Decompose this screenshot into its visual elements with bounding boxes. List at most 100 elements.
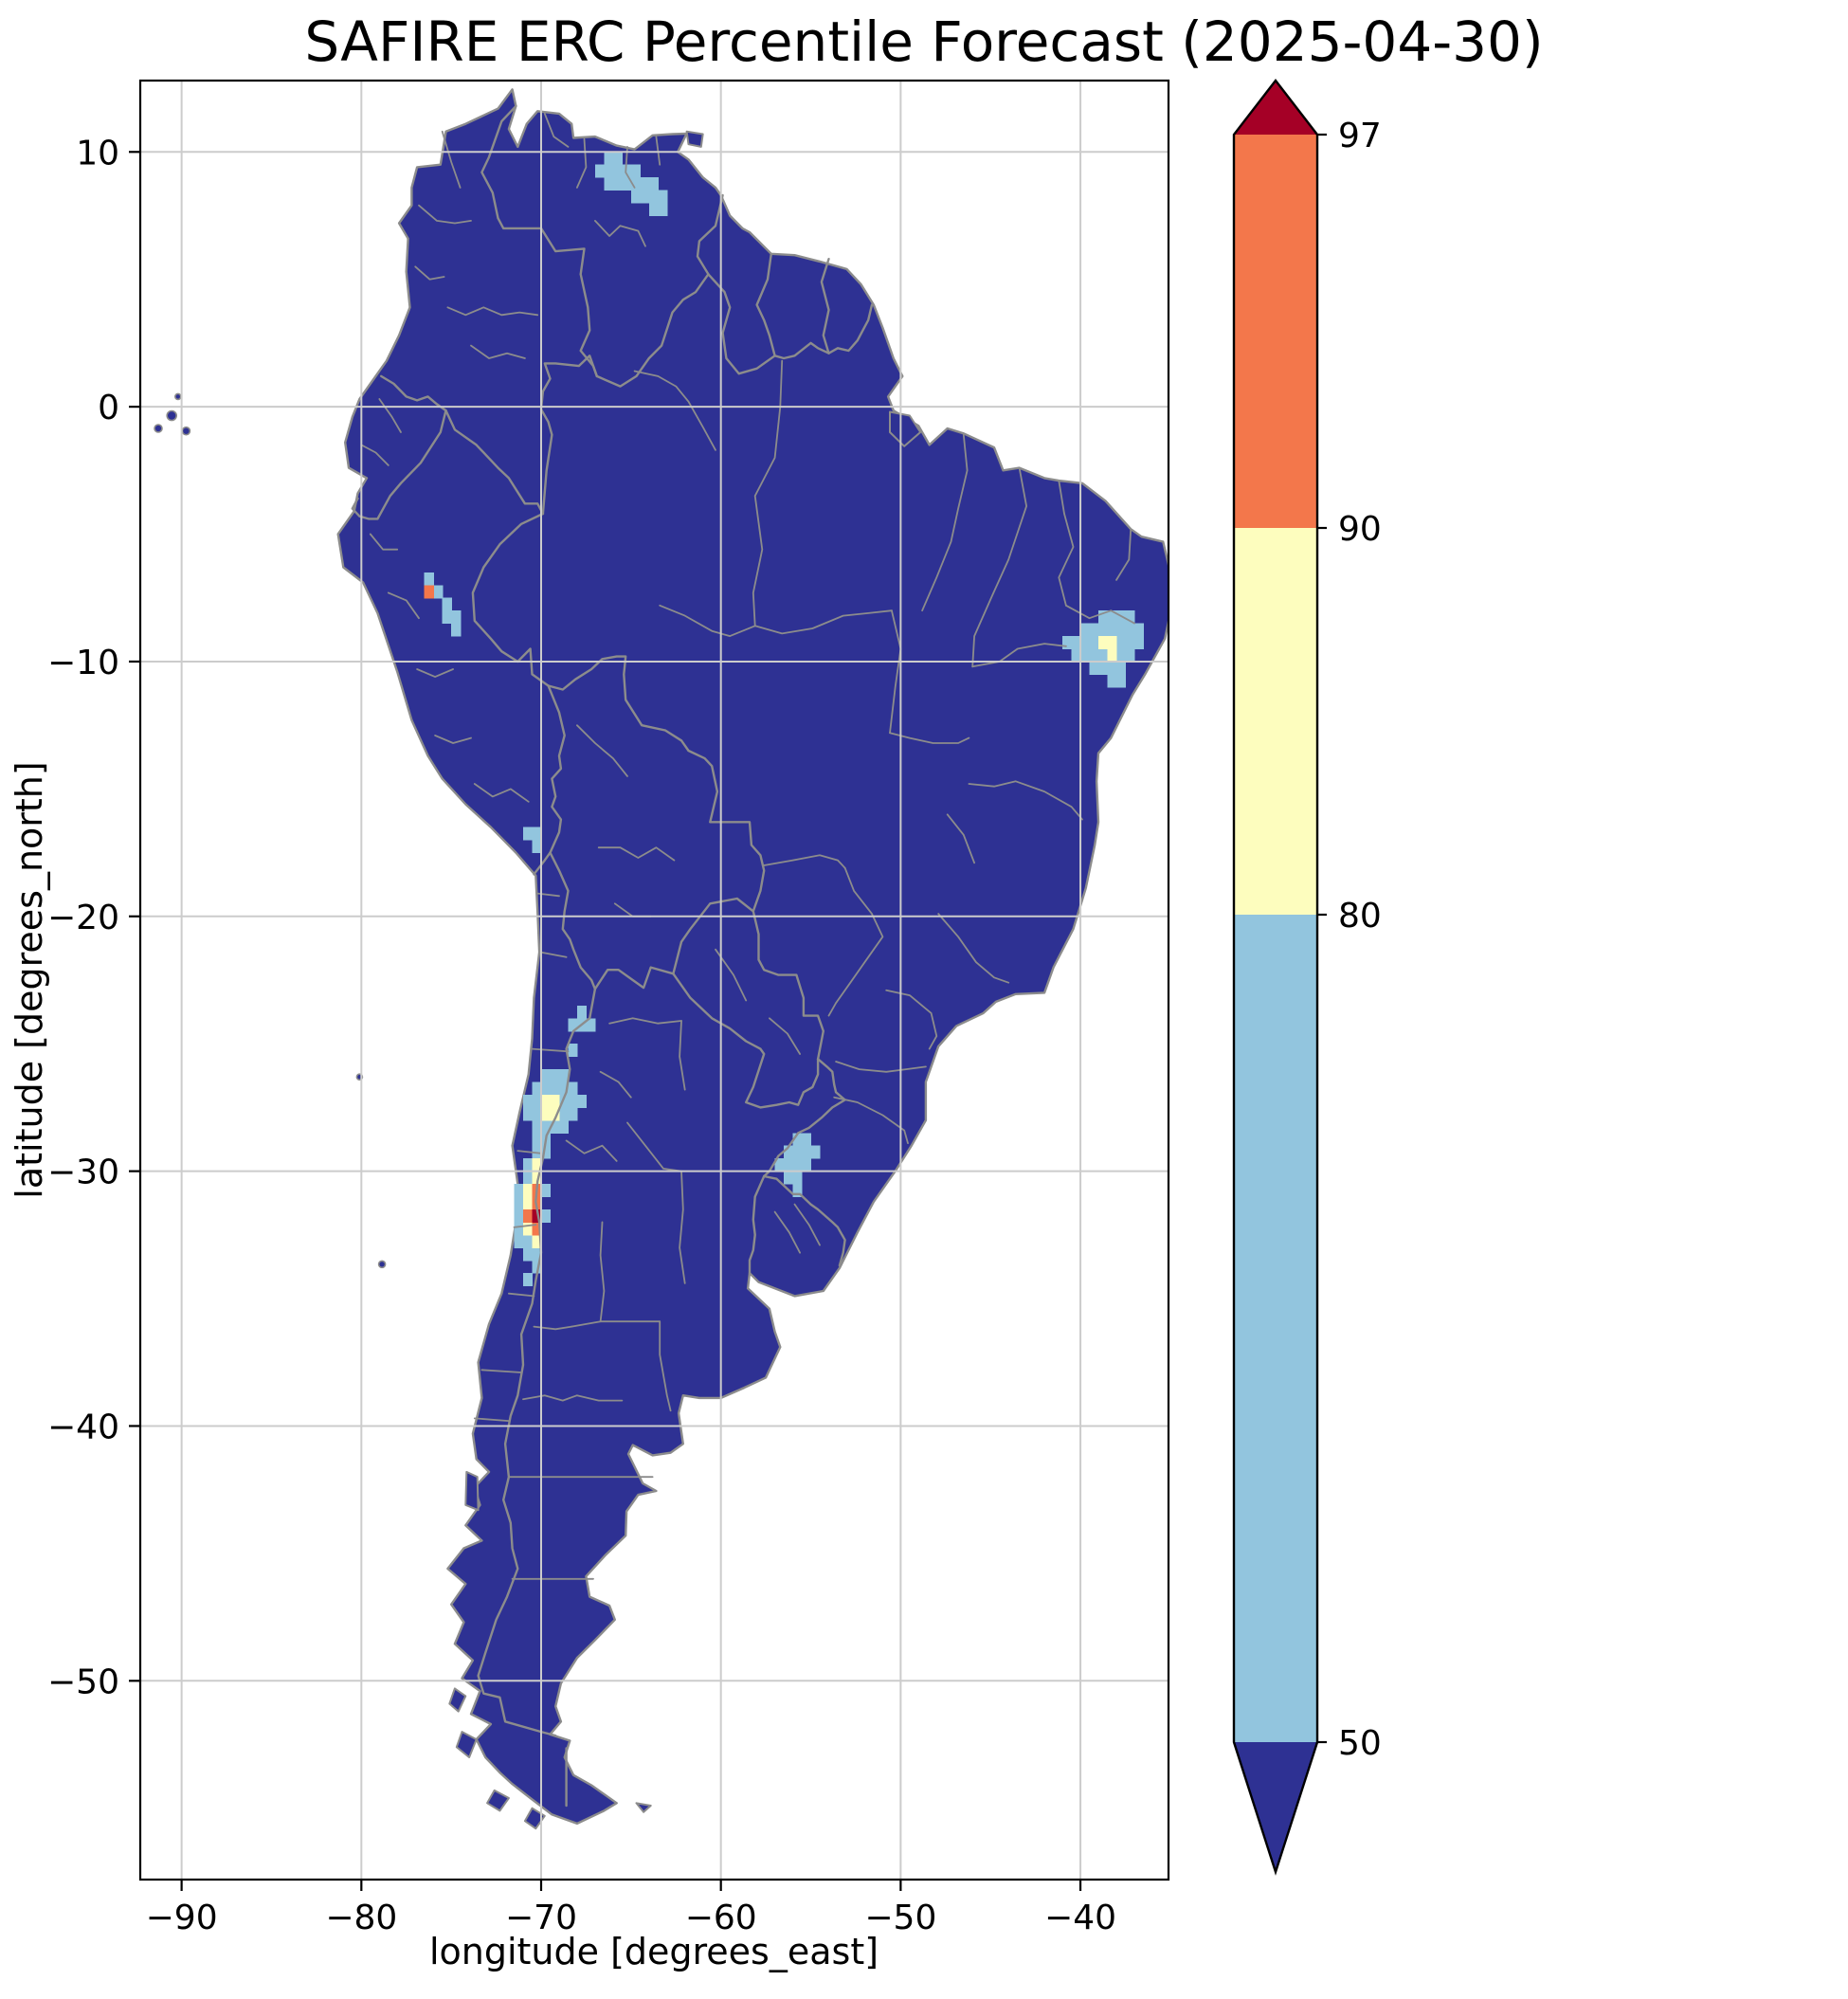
heatmap-cell — [568, 1107, 578, 1121]
heatmap-cell — [1125, 636, 1135, 650]
heatmap-cell — [1107, 636, 1117, 650]
admin-border — [513, 1224, 537, 1228]
admin-border — [599, 1070, 632, 1099]
heatmap-cell — [568, 1095, 578, 1108]
heatmap-cell — [586, 1018, 596, 1032]
heatmap-cell — [532, 1107, 542, 1121]
admin-border — [833, 1096, 909, 1144]
heatmap-cell — [658, 190, 668, 204]
admin-border — [1115, 528, 1132, 581]
admin-border — [441, 130, 462, 189]
national-border — [539, 354, 598, 516]
heatmap-cell — [532, 1171, 542, 1185]
heatmap-cell — [648, 177, 659, 191]
heatmap-cell — [784, 1158, 794, 1172]
heatmap-cell — [1116, 623, 1127, 637]
heatmap-cell — [523, 1196, 534, 1210]
heatmap-cell — [532, 1234, 542, 1248]
admin-border — [773, 1210, 801, 1254]
colorbar-tick-label: 90 — [1338, 510, 1382, 549]
heatmap-cell — [658, 203, 668, 216]
heatmap-cell — [523, 1222, 534, 1236]
heatmap-cell — [810, 1145, 821, 1159]
x-axis-label: longitude [degrees_east] — [429, 1931, 879, 1972]
heatmap-cell — [1125, 623, 1135, 637]
heatmap-cell — [792, 1145, 803, 1159]
heatmap-cell — [1089, 623, 1099, 637]
heatmap-cell — [550, 1095, 560, 1108]
heatmap-cell — [604, 177, 614, 191]
island — [448, 1687, 467, 1713]
admin-border — [594, 220, 646, 247]
heatmap-cell — [622, 164, 632, 178]
admin-borders-layer — [360, 113, 1135, 1580]
y-tick-label: −10 — [47, 644, 119, 682]
heatmap-cell — [604, 164, 614, 178]
heatmap-cell — [612, 177, 623, 191]
colorbar-segment-90-97 — [1234, 135, 1317, 528]
heatmap-cell — [1089, 662, 1099, 675]
plot-frame — [138, 79, 1170, 1881]
anomaly-cells-layer — [424, 152, 1145, 1287]
heatmap-cell — [1134, 636, 1145, 650]
heatmap-cell — [541, 1095, 552, 1108]
national-border — [672, 972, 820, 1109]
small-island — [377, 1260, 387, 1269]
heatmap-cell — [532, 1081, 542, 1096]
admin-border — [369, 533, 399, 551]
heatmap-cell — [451, 610, 462, 625]
national-border — [763, 1174, 846, 1267]
heatmap-cell — [523, 1158, 534, 1172]
heatmap-cell — [442, 597, 452, 611]
heatmap-cell — [550, 1119, 560, 1134]
national-border — [477, 988, 597, 1737]
heatmap-cell — [648, 190, 659, 204]
heatmap-cell — [523, 1247, 534, 1262]
heatmap-cell — [523, 1171, 534, 1185]
heatmap-cell — [648, 203, 659, 216]
heatmap-cell — [612, 164, 623, 178]
heatmap-cell — [630, 164, 641, 178]
colorbar-segment-80-90 — [1234, 528, 1317, 915]
small-island — [174, 392, 182, 401]
national-border — [696, 193, 724, 276]
heatmap-cell — [792, 1158, 803, 1172]
island — [486, 1789, 510, 1812]
heatmap-cell — [541, 1119, 552, 1134]
admin-border — [480, 1369, 522, 1373]
heatmap-cell — [576, 1005, 587, 1019]
heatmap-cell — [568, 1081, 578, 1096]
heatmap-cell — [792, 1184, 803, 1198]
heatmap-cell — [523, 827, 534, 841]
y-tick-label: −20 — [47, 899, 119, 937]
heatmap-cell — [541, 1081, 552, 1096]
admin-border — [655, 136, 661, 166]
heatmap-cell — [568, 1018, 578, 1032]
heatmap-cell — [532, 1222, 542, 1236]
national-border — [547, 684, 566, 854]
heatmap-cell — [550, 1069, 560, 1083]
admin-border — [659, 604, 756, 637]
admin-border — [387, 591, 420, 620]
heatmap-cell — [532, 827, 542, 841]
heatmap-cell — [559, 1095, 570, 1108]
heatmap-cell — [1080, 623, 1091, 637]
admin-border — [889, 609, 902, 735]
national-border — [380, 374, 447, 412]
admin-border — [508, 1292, 535, 1298]
admin-border — [538, 951, 568, 958]
heatmap-cell — [523, 1273, 534, 1287]
x-tick-label: −50 — [864, 1899, 936, 1937]
heatmap-cell — [550, 1081, 560, 1096]
heatmap-cell — [784, 1145, 794, 1159]
admin-border — [793, 1203, 821, 1246]
colorbar-tick-label: 80 — [1338, 897, 1382, 936]
heatmap-cell — [532, 1158, 542, 1172]
heatmap-cell — [640, 177, 650, 191]
admin-border — [753, 609, 893, 635]
admin-border — [543, 113, 570, 148]
heatmap-cell — [532, 1209, 542, 1223]
admin-border — [626, 1121, 682, 1172]
heatmap-cell — [1116, 636, 1127, 650]
